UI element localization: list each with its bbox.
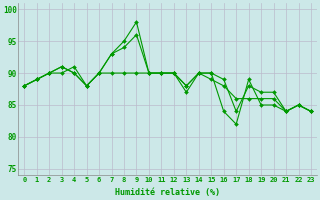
X-axis label: Humidité relative (%): Humidité relative (%) [115, 188, 220, 197]
